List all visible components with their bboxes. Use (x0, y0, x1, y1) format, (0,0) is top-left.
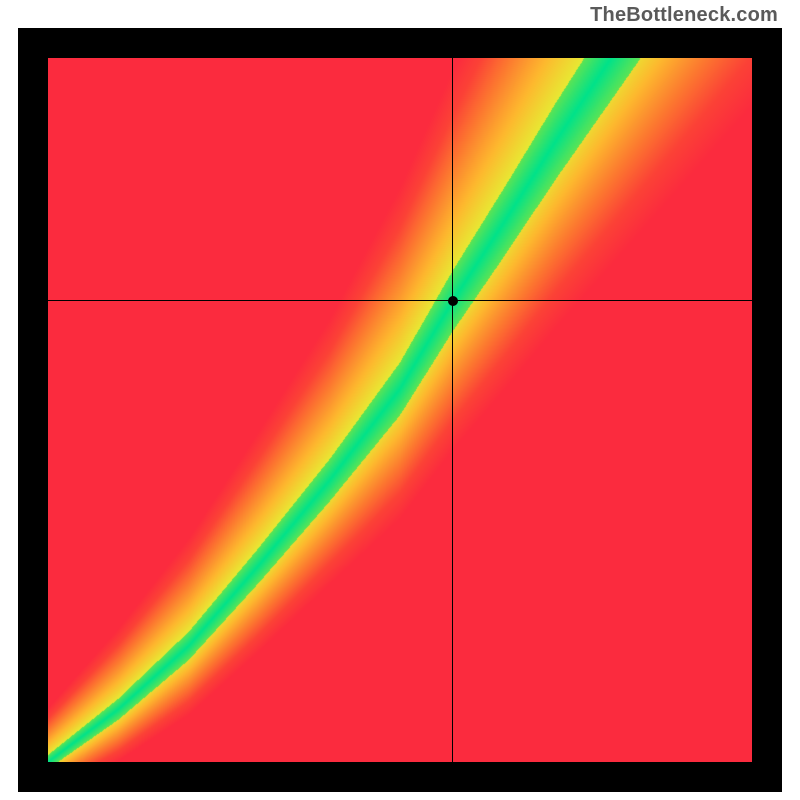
crosshair-marker (448, 296, 458, 306)
plot-frame (18, 28, 782, 792)
crosshair-horizontal (48, 300, 752, 301)
plot-area (48, 58, 752, 762)
heatmap-canvas (48, 58, 752, 762)
crosshair-vertical (452, 58, 453, 762)
attribution-text: TheBottleneck.com (590, 4, 778, 27)
